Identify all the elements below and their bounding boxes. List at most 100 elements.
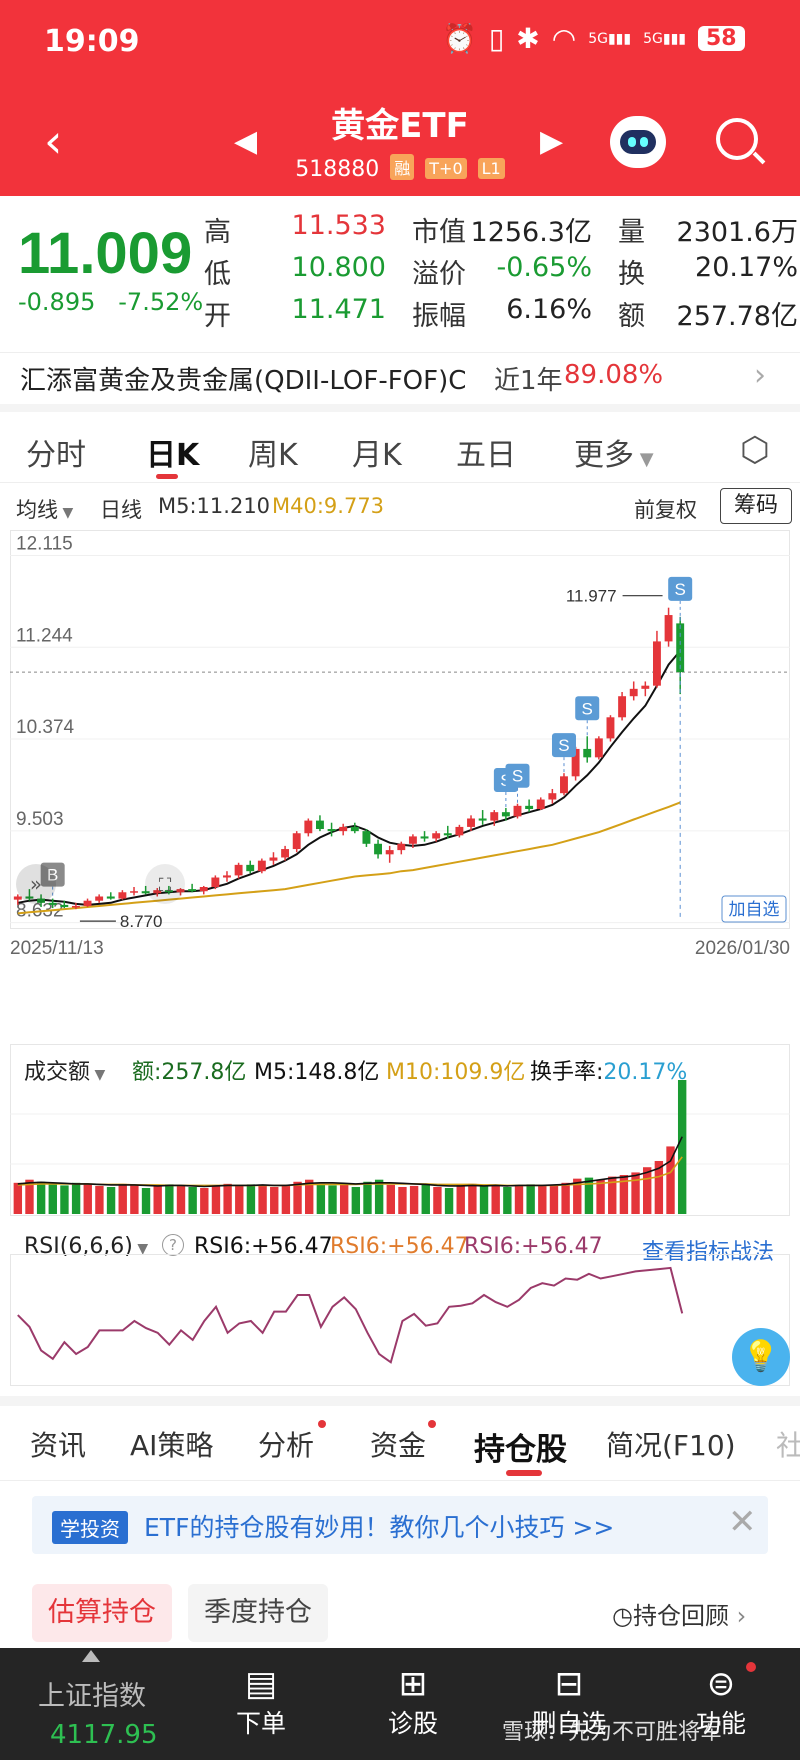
remove-watchlist-button[interactable]: ⊟ 删自选	[524, 1664, 614, 1740]
quarterly-holdings-button[interactable]: 季度持仓	[188, 1584, 328, 1642]
candle	[211, 875, 220, 890]
order-button[interactable]: ▤ 下单	[228, 1664, 294, 1740]
candle-body	[246, 864, 255, 872]
wifi-icon: ◠	[551, 22, 577, 55]
candle	[118, 890, 127, 900]
candle-body	[153, 890, 162, 894]
candle-body	[315, 820, 324, 830]
function-menu-button[interactable]: ⊜ 功能	[688, 1664, 754, 1740]
volume-bar	[386, 1184, 395, 1214]
status-time: 19:09	[44, 24, 140, 59]
volume-indicator-select[interactable]: 成交额 ▼	[24, 1060, 106, 1085]
volume-label: 量	[618, 217, 645, 248]
volume-bar	[596, 1179, 605, 1214]
volume-bar	[305, 1179, 314, 1214]
volume-bar	[339, 1184, 349, 1214]
tab-monthly-k[interactable]: 月K	[352, 438, 402, 473]
tab-intraday[interactable]: 分时	[26, 438, 86, 473]
volume-bar	[491, 1185, 500, 1214]
notification-dot	[746, 1662, 756, 1672]
clock-icon: ◷	[612, 1602, 633, 1630]
candle-body	[560, 776, 568, 794]
diagnose-button[interactable]: ⊞ 诊股	[380, 1664, 446, 1740]
candle-body	[606, 717, 615, 739]
divider	[0, 482, 800, 483]
tab-analysis[interactable]: 分析	[258, 1429, 315, 1462]
x-end-label: 2026/01/30	[695, 938, 790, 959]
candle-body	[13, 896, 22, 900]
tab-holdings[interactable]: 持仓股	[474, 1432, 567, 1468]
watermark: 雪球：先为不可胜将军	[502, 1720, 723, 1745]
volume-bar	[643, 1167, 652, 1214]
candle-body	[478, 818, 487, 821]
divider	[0, 1480, 800, 1481]
candle-body	[374, 843, 383, 855]
tab-ai-strategy[interactable]: AI策略	[130, 1429, 214, 1462]
volume-bar	[223, 1183, 232, 1214]
tab-profile-f10[interactable]: 简况(F10)	[606, 1429, 736, 1462]
volume-bar	[153, 1185, 162, 1214]
chip-distribution-button[interactable]: 筹码	[720, 488, 792, 524]
tab-funds-flow[interactable]: 资金	[370, 1429, 427, 1462]
candle-body	[571, 748, 580, 777]
battery-indicator: 58	[697, 26, 745, 51]
settings-icon[interactable]: ⬡	[740, 430, 770, 470]
tip-text[interactable]: ETF的持仓股有妙用！教你几个小技巧 >>	[144, 1513, 615, 1542]
adjust-mode[interactable]: 前复权	[634, 498, 697, 522]
estimated-holdings-button[interactable]: 估算持仓	[32, 1584, 172, 1642]
volume-bar	[433, 1186, 442, 1214]
candle-body	[83, 900, 92, 906]
tab-five-day[interactable]: 五日	[456, 438, 516, 473]
ai-assistant-icon[interactable]	[610, 116, 666, 168]
tag-margin: 融	[390, 154, 415, 180]
back-button[interactable]: ‹	[44, 114, 63, 168]
candle-body	[652, 641, 661, 686]
volume-bar	[281, 1184, 291, 1214]
add-watchlist-button[interactable]: 加自选	[721, 895, 787, 923]
chevron-right-icon: ›	[728, 1602, 747, 1630]
next-stock-button[interactable]: ▶	[540, 124, 564, 159]
watchlist-label: 加自选	[729, 900, 780, 920]
volume-bar	[176, 1185, 186, 1214]
candlestick-chart[interactable]: 12.11511.24410.3749.5038.632BSSSSS11.977…	[10, 530, 790, 990]
help-icon[interactable]: ?	[162, 1234, 184, 1256]
prev-stock-button[interactable]: ◀	[234, 124, 258, 159]
volume-bar	[141, 1188, 151, 1214]
related-fund-row[interactable]	[0, 352, 800, 412]
lightbulb-icon[interactable]: 💡	[732, 1328, 790, 1386]
candle	[130, 887, 138, 896]
search-icon[interactable]	[716, 118, 758, 160]
tip-banner[interactable]	[32, 1496, 768, 1554]
tab-weekly-k[interactable]: 周K	[248, 438, 298, 473]
volume-bar	[270, 1186, 279, 1214]
candle-body	[25, 896, 34, 899]
amplitude-label: 振幅	[412, 301, 466, 332]
ma40-value: M40:9.773	[272, 494, 385, 518]
price-change: -0.895 -7.52%	[18, 288, 203, 316]
holdings-review-link[interactable]: ◷持仓回顾 ›	[612, 1602, 747, 1630]
y-tick-label: 11.244	[16, 625, 73, 646]
candle	[304, 818, 313, 837]
volume-m10-line	[17, 1156, 683, 1187]
marker-label: S	[512, 767, 523, 786]
volume-bar	[584, 1177, 594, 1214]
tab-community[interactable]: 社	[776, 1429, 800, 1462]
watchlist-box	[721, 895, 787, 923]
tab-daily-k[interactable]: 日K	[146, 438, 200, 473]
tab-more[interactable]: 更多 ▼	[574, 438, 654, 473]
volume-bar	[398, 1186, 407, 1214]
volume-bar	[619, 1175, 629, 1214]
candle	[141, 885, 150, 895]
max-price-label: 11.977	[566, 587, 617, 606]
volume-bar	[165, 1184, 174, 1214]
close-icon[interactable]: ✕	[728, 1502, 757, 1542]
volume-bar	[677, 1080, 687, 1214]
tab-news[interactable]: 资讯	[30, 1429, 87, 1462]
ma-selector[interactable]: 均线 ▼	[16, 498, 74, 522]
low-label: 低	[204, 259, 231, 290]
index-name[interactable]: 上证指数	[38, 1681, 146, 1712]
candle-body	[327, 829, 336, 832]
candle	[153, 888, 162, 897]
rsi-strategy-link[interactable]: 查看指标战法	[642, 1240, 775, 1265]
volume-bar	[479, 1186, 489, 1214]
